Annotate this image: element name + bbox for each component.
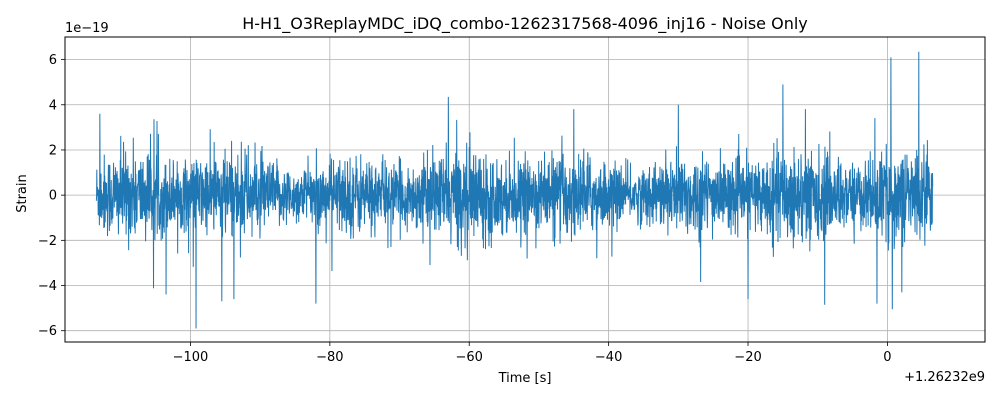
axes-frame (64, 36, 986, 343)
y-tick-label: 2 (49, 143, 57, 158)
chart-title: H-H1_O3ReplayMDC_iDQ_combo-1262317568-40… (242, 14, 808, 34)
x-axis: −100 −80 −60 −40 −20 0 (173, 342, 892, 365)
y-tick-label: 6 (49, 53, 57, 68)
y-tick-label: −6 (38, 324, 57, 339)
x-tick-label: −60 (456, 350, 483, 365)
x-tick-label: 0 (883, 350, 891, 365)
x-tick-label: −20 (734, 350, 761, 365)
x-tick-label: −80 (316, 350, 343, 365)
series-line (95, 51, 934, 329)
x-axis-label: Time [s] (498, 371, 552, 386)
x-tick-label: −100 (173, 350, 209, 365)
x-offset-label: +1.26232e9 (904, 370, 985, 385)
y-tick-label: 0 (49, 189, 57, 204)
plot-area (95, 51, 934, 329)
y-axis-label: Strain (15, 174, 30, 213)
y-axis: −6 −4 −2 0 2 4 6 (38, 53, 65, 339)
y-tick-label: 4 (49, 98, 57, 113)
y-tick-label: −4 (38, 279, 57, 294)
x-tick-label: −40 (595, 350, 622, 365)
y-tick-label: −2 (38, 234, 57, 249)
y-scale-label: 1e−19 (65, 21, 109, 36)
